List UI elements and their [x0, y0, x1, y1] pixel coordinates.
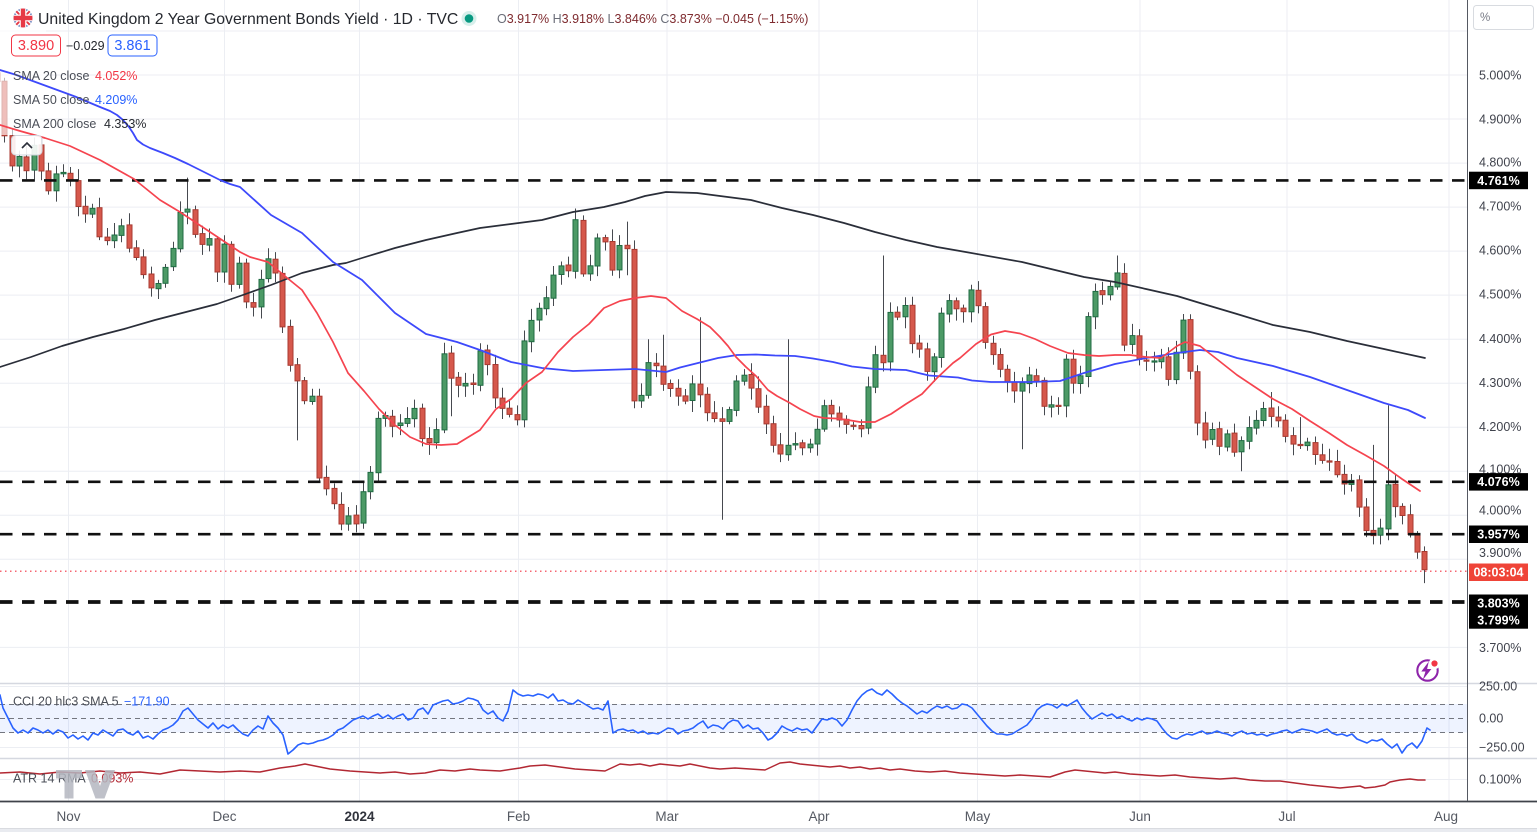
- svg-text:May: May: [965, 809, 991, 824]
- svg-text:3.700%: 3.700%: [1479, 641, 1521, 655]
- svg-text:SMA 200 close: SMA 200 close: [13, 117, 96, 131]
- svg-text:250.00: 250.00: [1479, 680, 1517, 694]
- svg-text:0.100%: 0.100%: [1479, 773, 1521, 787]
- svg-text:5.000%: 5.000%: [1479, 68, 1521, 82]
- svg-text:Dec: Dec: [212, 809, 236, 824]
- svg-text:Mar: Mar: [655, 809, 679, 824]
- svg-text:Nov: Nov: [56, 809, 80, 824]
- svg-text:4.800%: 4.800%: [1479, 155, 1521, 169]
- svg-text:3.957%: 3.957%: [1477, 528, 1519, 542]
- svg-text:08:03:04: 08:03:04: [1473, 566, 1523, 580]
- svg-text:SMA 50 close: SMA 50 close: [13, 93, 89, 107]
- svg-text:4.300%: 4.300%: [1479, 376, 1521, 390]
- svg-text:Apr: Apr: [808, 809, 830, 824]
- svg-text:SMA 20 close: SMA 20 close: [13, 69, 89, 83]
- svg-text:Aug: Aug: [1434, 809, 1458, 824]
- svg-text:2024: 2024: [344, 809, 375, 824]
- svg-text:−250.00: −250.00: [1479, 741, 1525, 755]
- svg-text:4.000%: 4.000%: [1479, 503, 1521, 517]
- svg-text:0.00: 0.00: [1479, 712, 1503, 726]
- svg-text:%: %: [1480, 12, 1490, 24]
- svg-text:3.861: 3.861: [114, 38, 150, 54]
- svg-text:4.052%: 4.052%: [95, 69, 137, 83]
- svg-text:Jul: Jul: [1278, 809, 1295, 824]
- svg-text:−0.029: −0.029: [66, 39, 105, 53]
- svg-text:4.100%: 4.100%: [1479, 462, 1521, 476]
- svg-text:4.600%: 4.600%: [1479, 243, 1521, 257]
- svg-text:4.900%: 4.900%: [1479, 112, 1521, 126]
- svg-text:Feb: Feb: [507, 809, 530, 824]
- svg-text:4.076%: 4.076%: [1477, 475, 1519, 489]
- svg-text:4.209%: 4.209%: [95, 93, 137, 107]
- svg-text:4.200%: 4.200%: [1479, 420, 1521, 434]
- svg-text:4.700%: 4.700%: [1479, 199, 1521, 213]
- svg-text:O3.917% H3.918% L3.846% C3.873: O3.917% H3.918% L3.846% C3.873% −0.045 (…: [497, 12, 808, 26]
- svg-text:United Kingdom 2 Year Governme: United Kingdom 2 Year Government Bonds Y…: [38, 11, 458, 28]
- svg-text:4.761%: 4.761%: [1477, 174, 1519, 188]
- svg-text:CCI 20 hlc3 SMA 5: CCI 20 hlc3 SMA 5: [13, 695, 119, 709]
- svg-text:4.353%: 4.353%: [104, 117, 146, 131]
- svg-text:−171.90: −171.90: [124, 695, 170, 709]
- svg-text:Jun: Jun: [1129, 809, 1151, 824]
- svg-text:3.890: 3.890: [18, 38, 54, 54]
- svg-text:4.500%: 4.500%: [1479, 287, 1521, 301]
- svg-text:4.400%: 4.400%: [1479, 332, 1521, 346]
- svg-text:3.799%: 3.799%: [1477, 613, 1519, 627]
- svg-text:3.900%: 3.900%: [1479, 546, 1521, 560]
- svg-text:3.803%: 3.803%: [1477, 597, 1519, 611]
